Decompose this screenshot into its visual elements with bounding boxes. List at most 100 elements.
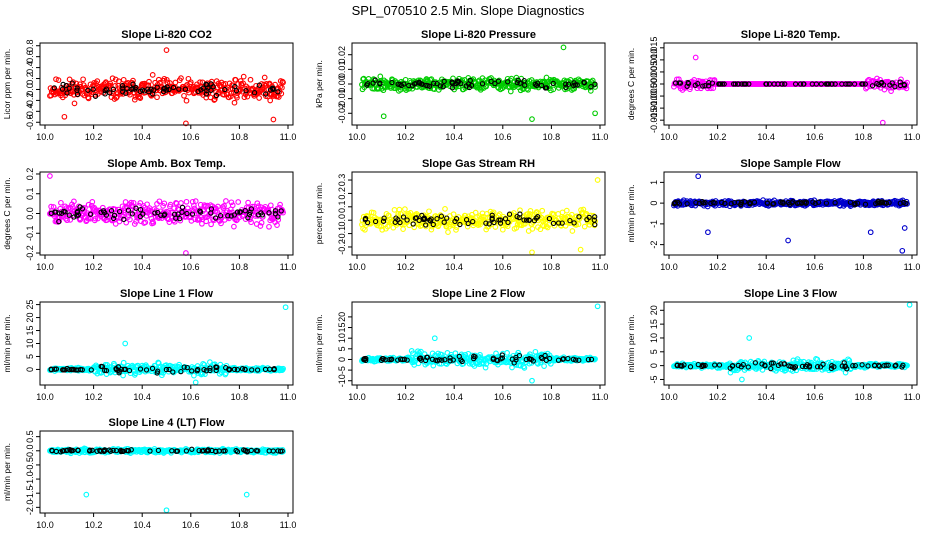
data-point [452,350,459,357]
data-point-highlight [420,216,427,223]
data-point [529,226,536,232]
data-point-highlight [788,363,794,370]
data-point-highlight [170,84,177,91]
data-point-highlight [189,446,195,452]
data-point [137,200,144,206]
x-tick-label: 10.8 [855,132,873,142]
data-point-highlight [362,217,368,223]
data-point-highlight [705,83,712,89]
data-point [127,216,133,223]
data-point-highlight [470,218,476,225]
data-point-highlight [152,210,158,216]
data-point [130,77,136,84]
data-point-highlight [706,79,712,86]
data-point-highlight [71,367,77,373]
data-point [274,222,280,228]
figure-title: SPL_070510 2.5 Min. Slope Diagnostics [352,3,585,18]
data-point-highlight [479,81,486,87]
outlier-point [61,113,68,120]
data-point-highlight [752,360,759,366]
data-point-highlight [693,199,699,206]
data-point-highlight [189,368,195,374]
data-point-highlight [149,365,156,372]
data-point [241,94,248,101]
x-tick-label: 10.4 [133,520,151,530]
data-point-highlight [98,363,104,370]
x-tick-label: 10.2 [709,262,727,272]
data-point-highlight [154,84,160,90]
y-axis-label: ml/min per min. [626,184,636,242]
x-tick-label: 10.8 [855,392,873,402]
data-point-highlight [102,91,108,97]
data-point-highlight [790,199,796,205]
outlier-point [906,301,913,308]
data-point [172,79,179,86]
y-tick-label: 0.02 [337,46,347,64]
data-point-highlight [672,80,679,86]
y-tick-label: 20 [25,313,35,323]
data-point-highlight [516,214,522,221]
plot-frame [39,42,294,126]
data-point-highlight [862,81,868,87]
data-point-highlight [52,366,58,372]
y-tick-label: 0.015 [649,37,659,60]
data-point-highlight [171,211,178,217]
data-point [114,93,120,100]
data-point [428,226,435,233]
data-point [229,202,236,209]
x-tick-label: 10.6 [182,520,200,530]
data-point [131,96,138,103]
data-points [47,445,286,514]
data-point-highlight [847,199,854,205]
data-point [181,92,187,99]
data-point [80,76,86,83]
data-point-highlight [675,199,681,206]
data-point-highlight [489,215,495,221]
data-point-highlight [51,85,57,91]
data-point-highlight [820,361,826,367]
data-point-highlight [228,213,234,219]
data-point [235,199,242,205]
data-point-highlight [735,362,741,369]
plot-frame [351,42,606,126]
data-point-highlight [249,367,255,373]
data-point [477,221,483,228]
data-point-highlight [270,86,276,93]
data-point-highlight [440,84,446,90]
y-tick-label: -0.2 [25,93,35,109]
y-tick-label: -2 [649,241,659,249]
outlier-point [879,119,886,126]
data-point-highlight [126,367,133,374]
data-point-highlight [246,211,253,218]
data-point-highlight [409,83,415,89]
data-point-highlight [876,81,882,88]
data-point-highlight [488,78,494,84]
data-point-highlight [674,362,680,369]
data-point-highlight [434,216,440,222]
y-tick-label: -0.02 [337,103,347,124]
data-point-highlight [712,362,718,368]
panel-title: Slope Li-820 CO2 [121,29,211,41]
data-point-highlight [175,211,181,217]
data-point-highlight [809,81,815,87]
x-tick-label: 10.2 [85,132,103,142]
data-point [509,364,515,371]
panel-title: Slope Line 3 Flow [744,288,837,300]
data-point [499,226,506,233]
data-point [375,85,382,92]
data-point-highlight [137,88,143,95]
y-axis-label: degrees C per min. [2,177,12,249]
y-tick-label: 5 [337,346,347,351]
data-point [146,78,152,85]
data-point-highlight [181,364,187,370]
data-point-highlight [203,81,209,87]
data-point [149,72,156,78]
data-point-highlight [121,366,127,373]
outlier-point [867,229,874,236]
data-point [377,73,384,80]
data-point-highlight [184,210,190,217]
data-point [397,210,404,217]
data-point [483,361,490,367]
